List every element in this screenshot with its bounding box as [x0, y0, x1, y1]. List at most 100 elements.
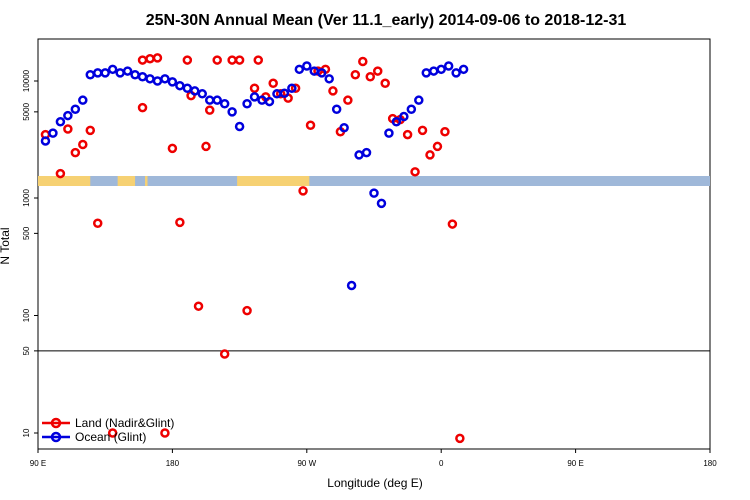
- land-point-43: [380, 78, 390, 89]
- ocean-point-26: [234, 121, 245, 132]
- ocean-point-20: [190, 86, 200, 96]
- ocean-point-27: [242, 98, 252, 109]
- ocean-point-37: [316, 68, 327, 78]
- y-tick-label-100: 100: [22, 308, 31, 322]
- ocean-point-46: [384, 128, 394, 138]
- ocean-point-8: [100, 68, 110, 78]
- ocean-point-21: [197, 89, 208, 99]
- land-point-25: [249, 83, 260, 93]
- ocean-point-18: [175, 80, 185, 91]
- legend-ocean-marker: [50, 431, 62, 443]
- ocean-point-38: [324, 74, 334, 84]
- land-point-41: [365, 72, 376, 82]
- land-point-5: [85, 125, 96, 136]
- land-point-21: [219, 349, 230, 359]
- ocean-point-43: [361, 147, 372, 158]
- land-point-11: [152, 53, 163, 63]
- x-tick-label-4: 90 E: [567, 459, 583, 468]
- y-tick-label-50: 50: [22, 346, 31, 355]
- x-tick-label-1: 180: [166, 459, 180, 468]
- ocean-point-25: [227, 107, 237, 117]
- x-axis-label: Longitude (deg E): [327, 476, 422, 490]
- ocean-point-47: [391, 117, 402, 127]
- land-point-19: [204, 105, 215, 115]
- land-point-1: [55, 168, 66, 179]
- legend-land-marker: [50, 417, 62, 429]
- land-point-31: [290, 83, 301, 93]
- y-tick-label-1000: 1000: [22, 189, 31, 207]
- land-point-8: [137, 55, 148, 65]
- land-point-36: [328, 86, 338, 96]
- strip-land-2: [145, 176, 148, 186]
- legend-ocean-label: Ocean (Glint): [75, 430, 146, 444]
- land-point-26: [253, 55, 264, 65]
- strip-land-1: [117, 176, 136, 186]
- land-point-49: [425, 150, 435, 160]
- ocean-point-49: [406, 104, 417, 115]
- data-points: [40, 53, 469, 444]
- land-point-46: [402, 129, 413, 140]
- ocean-point-24: [219, 98, 230, 109]
- land-point-52: [447, 219, 458, 229]
- land-point-32: [298, 186, 308, 196]
- ocean-point-54: [443, 61, 454, 71]
- land-point-38: [343, 95, 353, 105]
- ocean-point-30: [264, 96, 275, 107]
- land-point-9: [137, 102, 148, 113]
- land-point-53: [455, 433, 465, 444]
- ocean-point-1: [48, 128, 58, 138]
- x-tick-label-0: 90 E: [30, 459, 46, 468]
- ocean-point-55: [451, 68, 461, 78]
- x-tick-label-5: 180: [703, 459, 717, 468]
- land-point-39: [350, 70, 361, 80]
- ocean-point-5: [78, 95, 88, 105]
- ocean-point-19: [182, 83, 193, 93]
- legend: Land (Nadir&Glint) Ocean (Glint): [42, 416, 174, 444]
- land-point-13: [167, 143, 178, 154]
- ocean-point-14: [145, 74, 155, 84]
- ocean-point-53: [436, 64, 446, 75]
- y-tick-label-10: 10: [22, 428, 31, 437]
- ocean-point-7: [92, 68, 103, 78]
- plot-frame: [37, 38, 711, 450]
- ocean-point-6: [85, 70, 96, 80]
- ocean-point-2: [55, 117, 66, 127]
- x-axis: 90 E 180 90 W 0 90 E 180: [30, 449, 717, 468]
- ocean-point-40: [339, 122, 349, 133]
- legend-land-label: Land (Nadir&Glint): [75, 416, 174, 430]
- land-point-14: [175, 217, 185, 228]
- land-point-2: [63, 124, 73, 134]
- y-tick-label-500: 500: [22, 226, 31, 240]
- x-tick-label-2: 90 W: [297, 459, 316, 468]
- ocean-point-23: [212, 95, 222, 105]
- ocean-point-50: [414, 95, 424, 105]
- chart-title: 25N-30N Annual Mean (Ver 11.1_early) 201…: [146, 12, 627, 29]
- ocean-point-4: [70, 104, 81, 115]
- ocean-point-35: [302, 61, 312, 71]
- land-point-4: [78, 139, 88, 150]
- land-point-42: [372, 66, 383, 76]
- ocean-point-48: [399, 111, 409, 122]
- ocean-point-44: [369, 188, 379, 198]
- strip-land-0: [38, 176, 91, 186]
- land-point-23: [234, 55, 245, 65]
- ocean-point-22: [204, 95, 215, 105]
- ocean-point-10: [115, 68, 125, 78]
- land-point-48: [417, 125, 428, 136]
- land-point-17: [193, 301, 204, 311]
- ocean-point-52: [428, 66, 439, 76]
- ocean-point-41: [346, 280, 357, 291]
- ocean-point-16: [160, 74, 170, 84]
- land-point-15: [182, 55, 193, 65]
- ocean-point-32: [279, 88, 290, 98]
- y-axis-label: N Total: [0, 227, 12, 264]
- land-point-7: [107, 428, 118, 438]
- y-axis: 10 50 100 500 1000 5000 10000: [22, 69, 38, 437]
- land-point-12: [160, 428, 170, 438]
- land-point-10: [145, 53, 155, 64]
- land-point-28: [268, 78, 278, 89]
- ocean-point-12: [130, 70, 140, 80]
- ocean-point-34: [294, 64, 305, 75]
- ocean-point-28: [249, 92, 260, 102]
